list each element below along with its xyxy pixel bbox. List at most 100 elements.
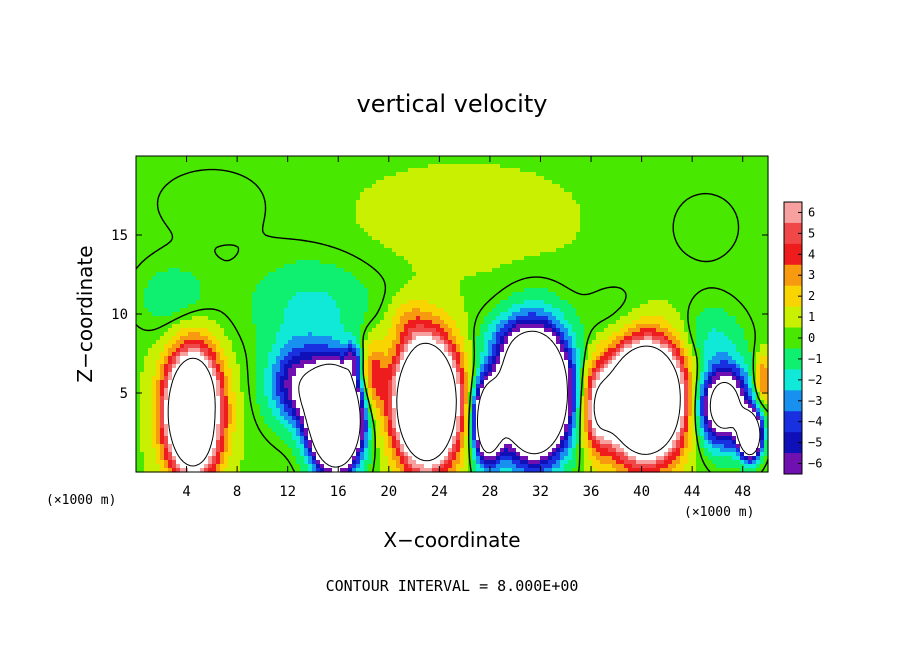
heatmap-cell [744,216,749,221]
heatmap-cell [476,280,481,285]
heatmap-cell [244,240,249,245]
heatmap-cell [364,156,369,161]
heatmap-cell [520,272,525,277]
heatmap-cell [676,228,681,233]
heatmap-cell [752,240,757,245]
heatmap-cell [396,176,401,181]
heatmap-cell [632,196,637,201]
heatmap-cell [748,220,753,225]
heatmap-cell [160,184,165,189]
heatmap-cell [508,252,513,257]
heatmap-cell [704,236,709,241]
heatmap-cell [384,160,389,165]
heatmap-cell [192,212,197,217]
heatmap-cell [276,156,281,161]
heatmap-cell [676,200,681,205]
heatmap-cell [352,200,357,205]
heatmap-cell [248,240,253,245]
heatmap-cell [676,164,681,169]
heatmap-cell [520,236,525,241]
heatmap-cell [244,180,249,185]
heatmap-cell [608,212,613,217]
heatmap-cell [516,208,521,213]
heatmap-cell [764,200,769,205]
heatmap-cell [656,272,661,277]
heatmap-cell [284,260,289,265]
heatmap-cell [188,200,193,205]
heatmap-cell [556,160,561,165]
heatmap-cell [244,204,249,209]
heatmap-cell [280,176,285,181]
heatmap-cell [168,176,173,181]
heatmap-cell [508,172,513,177]
heatmap-cell [136,224,141,229]
heatmap-cell [596,184,601,189]
heatmap-cell [240,232,245,237]
heatmap-cell [272,192,277,197]
heatmap-cell [496,256,501,261]
heatmap-cell [348,168,353,173]
heatmap-cell [436,256,441,261]
heatmap-cell [644,232,649,237]
heatmap-cell [332,156,337,161]
heatmap-cell [216,200,221,205]
heatmap-cell [708,172,713,177]
heatmap-cell [204,176,209,181]
heatmap-cell [332,160,337,165]
heatmap-cell [396,160,401,165]
heatmap-cell [256,204,261,209]
heatmap-cell [528,176,533,181]
heatmap-cell [752,192,757,197]
heatmap-cell [596,232,601,237]
heatmap-cell [632,160,637,165]
heatmap-cell [144,224,149,229]
heatmap-cell [392,228,397,233]
heatmap-cell [360,224,365,229]
heatmap-cell [552,264,557,269]
heatmap-cell [160,244,165,249]
heatmap-cell [668,220,673,225]
heatmap-cell [716,220,721,225]
heatmap-cell [608,236,613,241]
heatmap-cell [244,188,249,193]
heatmap-cell [584,260,589,265]
heatmap-cell [632,256,637,261]
heatmap-cell [432,264,437,269]
heatmap-cell [336,228,341,233]
heatmap-cell [268,272,273,277]
heatmap-cell [616,232,621,237]
heatmap-cell [524,232,529,237]
heatmap-cell [712,264,717,269]
heatmap-cell [696,252,701,257]
heatmap-cell [324,180,329,185]
heatmap-cell [288,216,293,221]
heatmap-cell [724,276,729,281]
heatmap-cell [640,156,645,161]
heatmap-cell [316,280,321,285]
heatmap-cell [528,156,533,161]
heatmap-cell [588,196,593,201]
heatmap-cell [408,268,413,273]
heatmap-cell [504,172,509,177]
heatmap-cell [448,200,453,205]
heatmap-cell [292,196,297,201]
heatmap-cell [608,260,613,265]
heatmap-cell [680,168,685,173]
heatmap-cell [296,188,301,193]
heatmap-cell [472,248,477,253]
heatmap-cell [396,272,401,277]
heatmap-cell [744,208,749,213]
heatmap-cell [736,248,741,253]
heatmap-cell [428,200,433,205]
heatmap-cell [304,240,309,245]
heatmap-cell [552,168,557,173]
heatmap-cell [640,276,645,281]
heatmap-cell [240,236,245,241]
heatmap-cell [252,208,257,213]
heatmap-cell [248,244,253,249]
heatmap-cell [316,236,321,241]
heatmap-cell [572,160,577,165]
heatmap-cell [136,196,141,201]
heatmap-cell [420,216,425,221]
heatmap-cell [712,156,717,161]
